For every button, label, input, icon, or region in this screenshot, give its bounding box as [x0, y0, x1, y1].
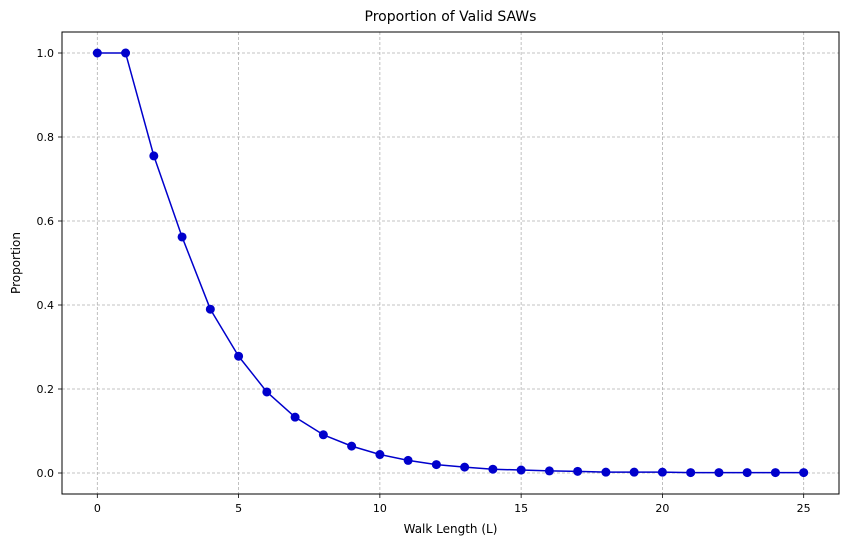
data-point [460, 462, 470, 472]
data-point [403, 455, 413, 465]
y-tick-label: 0.8 [37, 131, 55, 144]
data-point [544, 466, 554, 476]
ticks: 0 5 10 15 20 25 0.0 0.2 0.4 0.6 0.8 1.0 [37, 47, 811, 515]
data-point [318, 430, 328, 440]
data-point [375, 450, 385, 460]
data-point [121, 48, 131, 58]
data-point [262, 387, 272, 397]
data-point [488, 464, 498, 474]
series-line [97, 52, 804, 474]
y-tick-label: 0.4 [37, 299, 55, 312]
x-tick-label: 25 [797, 502, 811, 515]
data-point [92, 48, 102, 58]
data-point [714, 468, 724, 478]
x-tick-label: 10 [373, 502, 387, 515]
data-point [149, 151, 159, 161]
data-point [799, 468, 809, 478]
y-axis-label: Proportion [9, 232, 23, 294]
data-point [629, 467, 639, 477]
data-point [742, 468, 752, 478]
data-point [234, 351, 244, 361]
data-point [205, 304, 215, 314]
x-tick-label: 20 [655, 502, 669, 515]
data-point [290, 412, 300, 422]
data-point [347, 441, 357, 451]
y-tick-label: 0.6 [37, 215, 55, 228]
plot-area [62, 32, 839, 494]
x-tick-label: 15 [514, 502, 528, 515]
series-layer [92, 48, 809, 478]
data-point [431, 460, 441, 470]
plot-frame [61, 31, 840, 495]
data-point [177, 232, 187, 242]
x-tick-label: 0 [94, 502, 101, 515]
data-point [601, 467, 611, 477]
x-axis-label: Walk Length (L) [404, 522, 498, 536]
data-point [516, 465, 526, 475]
data-point [657, 467, 667, 477]
data-point [770, 468, 780, 478]
chart-title: Proportion of Valid SAWs [365, 9, 537, 25]
data-point [573, 466, 583, 476]
y-tick-label: 0.2 [37, 383, 55, 396]
y-tick-label: 1.0 [37, 47, 55, 60]
y-tick-label: 0.0 [37, 467, 55, 480]
data-point [686, 468, 696, 478]
x-tick-label: 5 [235, 502, 242, 515]
